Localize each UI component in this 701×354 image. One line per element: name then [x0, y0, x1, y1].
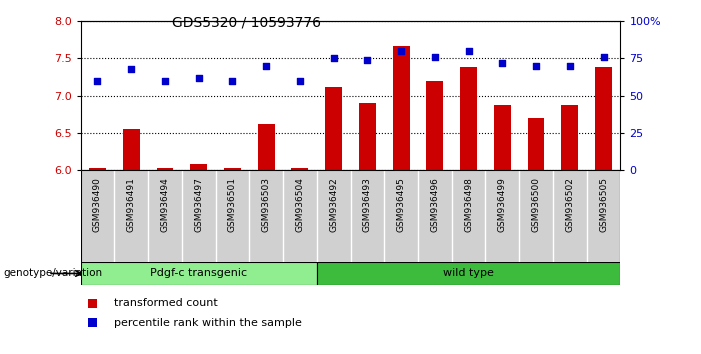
Point [294, 78, 306, 84]
Bar [89, 168, 106, 170]
Bar [528, 118, 545, 170]
Text: GSM936505: GSM936505 [599, 177, 608, 233]
Point [193, 75, 204, 81]
Text: GSM936503: GSM936503 [261, 177, 271, 233]
Point [261, 63, 272, 69]
Bar [393, 46, 409, 170]
Point [463, 48, 474, 54]
Point [362, 57, 373, 63]
Point [395, 48, 407, 54]
Point [429, 54, 440, 60]
Text: GSM936496: GSM936496 [430, 177, 440, 232]
Text: GSM936504: GSM936504 [295, 177, 304, 232]
Bar [292, 168, 308, 170]
Point [328, 56, 339, 61]
Bar [595, 67, 612, 170]
Text: GSM936501: GSM936501 [228, 177, 237, 233]
Point [564, 63, 576, 69]
Point [92, 78, 103, 84]
Point [125, 66, 137, 72]
Text: GSM936494: GSM936494 [161, 177, 170, 232]
Bar [562, 105, 578, 170]
Bar [325, 87, 342, 170]
Bar [317, 262, 620, 285]
Bar [494, 105, 511, 170]
Text: GSM936502: GSM936502 [565, 177, 574, 232]
Text: GSM936492: GSM936492 [329, 177, 338, 232]
Text: GSM936500: GSM936500 [531, 177, 540, 233]
Text: GSM936498: GSM936498 [464, 177, 473, 232]
Bar [359, 103, 376, 170]
Text: GSM936493: GSM936493 [363, 177, 372, 232]
Point [497, 60, 508, 66]
Point [159, 78, 170, 84]
Bar [224, 169, 241, 170]
Text: percentile rank within the sample: percentile rank within the sample [114, 318, 302, 328]
Bar [426, 81, 443, 170]
Text: GSM936499: GSM936499 [498, 177, 507, 232]
Bar [258, 124, 275, 170]
Text: wild type: wild type [443, 268, 494, 279]
Text: GSM936497: GSM936497 [194, 177, 203, 232]
Text: GDS5320 / 10593776: GDS5320 / 10593776 [172, 16, 321, 30]
Bar [81, 170, 620, 264]
Point [598, 54, 609, 60]
Bar [460, 67, 477, 170]
Text: genotype/variation: genotype/variation [4, 268, 102, 278]
Text: GSM936495: GSM936495 [397, 177, 406, 232]
Text: GSM936491: GSM936491 [127, 177, 136, 232]
Bar [123, 129, 139, 170]
Text: transformed count: transformed count [114, 298, 218, 308]
Bar [81, 262, 317, 285]
Text: Pdgf-c transgenic: Pdgf-c transgenic [150, 268, 247, 279]
Bar [156, 169, 173, 170]
Point [531, 63, 542, 69]
Point [227, 78, 238, 84]
Text: GSM936490: GSM936490 [93, 177, 102, 232]
Bar [190, 164, 207, 170]
